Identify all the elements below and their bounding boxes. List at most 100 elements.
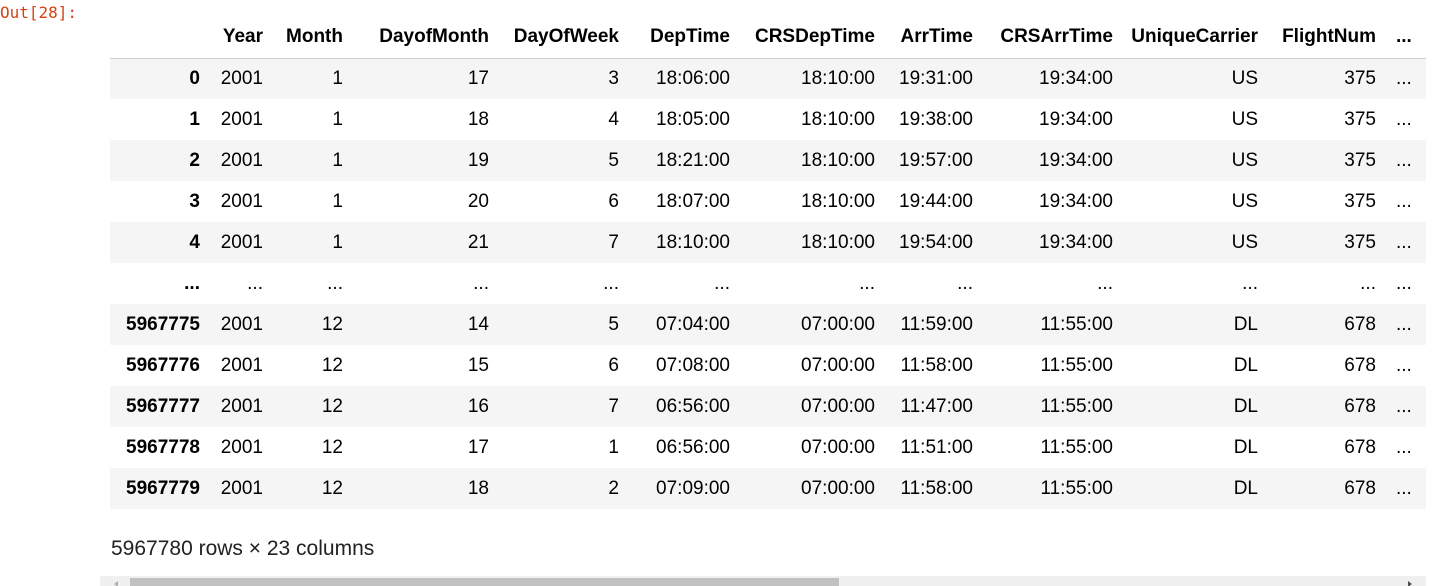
table-cell: 5 (608, 313, 619, 335)
table-cell: 12 (321, 313, 343, 335)
column-header: Month (286, 25, 343, 47)
table-cell: 19:34:00 (1039, 108, 1113, 130)
table-cell: 19:31:00 (899, 67, 973, 89)
row-index: 5967779 (126, 477, 200, 499)
row-index: 1 (189, 108, 200, 130)
table-cell: 19:34:00 (1039, 149, 1113, 171)
table-cell: 2001 (220, 436, 263, 458)
table-cell: 1 (332, 231, 343, 253)
table-cell: 678 (1344, 313, 1376, 335)
table-cell: 18:05:00 (656, 108, 730, 130)
table-body: 0 2001 1 17 3 18:06:00 18:10:00 19:31:00 19:34:0… (110, 58, 1426, 509)
table-cell: US (1231, 231, 1258, 253)
table-cell: 2001 (220, 67, 263, 89)
table-cell: 2001 (220, 149, 263, 171)
table-cell: 11:55:00 (1040, 436, 1113, 458)
table-cell: ... (247, 272, 263, 294)
table-row: 1 2001 1 18 4 18:05:00 18:10:00 19:38:00 19:34:0… (110, 99, 1426, 140)
table-cell: 11:55:00 (1040, 354, 1113, 376)
table-cell: ... (473, 272, 489, 294)
table-cell: 678 (1344, 395, 1376, 417)
table-cell: 14 (467, 313, 489, 335)
table-cell: 07:08:00 (656, 354, 730, 376)
row-index: 2 (189, 149, 200, 171)
table-cell: US (1231, 67, 1258, 89)
table-cell: ... (1396, 395, 1412, 417)
row-index: 5967775 (126, 313, 200, 335)
table-cell: 375 (1344, 67, 1376, 89)
triangle-left-icon[interactable] (114, 581, 118, 586)
table-cell: 375 (1344, 149, 1376, 171)
horizontal-scrollbar[interactable] (100, 576, 1426, 586)
table-cell: 678 (1344, 477, 1376, 499)
table-cell: 2001 (220, 313, 263, 335)
table-cell: ... (603, 272, 619, 294)
row-index: 3 (189, 190, 200, 212)
table-cell: 5 (608, 149, 619, 171)
table-cell: ... (1396, 190, 1412, 212)
table-cell: DL (1233, 477, 1258, 499)
table-cell: 678 (1344, 354, 1376, 376)
table-cell: US (1231, 108, 1258, 130)
table-cell: 15 (467, 354, 489, 376)
table-cell: ... (1097, 272, 1113, 294)
column-header: UniqueCarrier (1131, 25, 1258, 47)
scrollbar-thumb[interactable] (130, 578, 839, 586)
shape-summary: 5967780 rows × 23 columns (111, 537, 375, 560)
table-cell: 18:06:00 (656, 67, 730, 89)
table-row: 4 2001 1 21 7 18:10:00 18:10:00 19:54:00 19:34:0… (110, 222, 1426, 263)
table-cell: 4 (608, 108, 619, 130)
row-index: ... (184, 272, 200, 294)
table-cell: DL (1233, 313, 1258, 335)
row-index: 5967777 (126, 395, 200, 417)
table-cell: 11:47:00 (900, 395, 973, 417)
table-cell: 2001 (220, 190, 263, 212)
table-cell: 17 (467, 67, 489, 89)
table-row: 3 2001 1 20 6 18:07:00 18:10:00 19:44:00 19:34:0… (110, 181, 1426, 222)
table-cell: DL (1233, 354, 1258, 376)
column-header: DayOfWeek (513, 25, 619, 47)
table-cell: 19:34:00 (1039, 231, 1113, 253)
table-cell: 06:56:00 (656, 436, 730, 458)
table-cell: ... (1396, 231, 1412, 253)
table-cell: 2 (608, 477, 619, 499)
column-header: CRSDepTime (754, 25, 875, 47)
table-cell: 7 (608, 231, 619, 253)
table-row: 5967776 2001 12 15 6 07:08:00 07:00:00 11:58:00… (110, 345, 1426, 386)
table-cell: 3 (608, 67, 619, 89)
table-cell: 1 (332, 149, 343, 171)
dataframe-output: Year Month DayofMonth DayOfWeek DepTime CRSDe… (110, 16, 1426, 509)
table-cell: 19:38:00 (899, 108, 973, 130)
table-cell: 18:21:00 (656, 149, 730, 171)
table-cell: DL (1233, 436, 1258, 458)
column-header: DayofMonth (379, 25, 489, 47)
table-cell: 19:34:00 (1039, 67, 1113, 89)
table-cell: 6 (608, 190, 619, 212)
table-cell: 2001 (220, 231, 263, 253)
table-cell: 18:10:00 (801, 231, 875, 253)
table-cell: 11:55:00 (1040, 313, 1113, 335)
table-cell: 6 (608, 354, 619, 376)
table-cell: ... (714, 272, 730, 294)
table-cell: 19 (467, 149, 489, 171)
table-cell: 18:10:00 (801, 149, 875, 171)
table-row: 5967777 2001 12 16 7 06:56:00 07:00:00 11:47:00… (110, 386, 1426, 427)
table-cell: 18:10:00 (801, 108, 875, 130)
table-cell: 21 (467, 231, 489, 253)
column-header: Year (222, 25, 263, 47)
table-cell: 07:00:00 (801, 436, 875, 458)
table-cell: DL (1233, 395, 1258, 417)
table-cell: 2001 (220, 395, 263, 417)
table-cell: 11:59:00 (900, 313, 973, 335)
column-header: FlightNum (1282, 25, 1376, 47)
table-row: .................................... (110, 263, 1426, 304)
row-index: 4 (189, 231, 200, 253)
table-cell: 16 (467, 395, 489, 417)
table-cell: ... (1242, 272, 1258, 294)
table-cell: 18:10:00 (801, 190, 875, 212)
table-cell: 12 (321, 436, 343, 458)
index-header (110, 16, 200, 58)
triangle-right-icon[interactable] (1408, 581, 1412, 586)
table-cell: 1 (332, 67, 343, 89)
table-cell: 19:44:00 (899, 190, 973, 212)
